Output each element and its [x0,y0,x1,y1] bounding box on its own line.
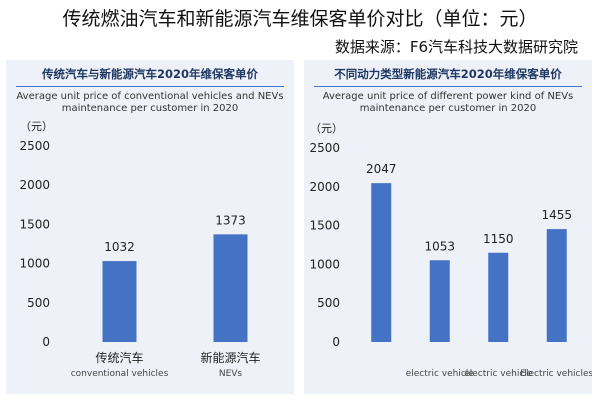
category-label-en: NEVs [219,369,243,379]
y-tick-label: 0 [332,335,340,349]
y-tick-label: 1000 [19,257,50,271]
chart-panel-left: 传统汽车与新能源汽车2020年维保客单价 Average unit price … [6,60,294,394]
y-tick-label: 1000 [309,257,340,271]
data-label: 1053 [424,239,455,253]
data-label: 1150 [483,232,514,246]
y-tick-label: 500 [317,296,340,310]
chart-title: 传统汽车与新能源汽车2020年维保客单价 [41,67,258,81]
data-source: 数据来源：F6汽车科技大数据研究院 [334,38,578,56]
data-label: 2047 [366,162,397,176]
bar [488,252,509,342]
category-label-en: electric vehicle [464,369,533,379]
bar-chart-nev-power-types: （元） 0 500 1000 1500 2000 2500 2047 1053 electric … [309,122,592,379]
bar [213,234,248,342]
chart-subtitle: Average unit price of different power ki… [322,91,574,114]
bar-chart-conventional-vs-nev: （元） 0 500 1000 1500 2000 2500 1032 传统汽车 conventio… [19,120,260,379]
category-label-en: electric vehicle [406,369,475,379]
bar [429,260,450,342]
y-tick-label: 1500 [309,219,340,233]
chart-title: 不同动力类型新能源汽车2020年维保客单价 [334,67,562,81]
data-label: 1455 [541,208,572,222]
data-label: 1373 [215,213,246,227]
y-tick-label: 2500 [309,141,340,155]
category-label: 传统汽车 [95,350,143,365]
page-title: 传统燃油汽车和新能源汽车维保客单价对比（单位：元） [62,8,538,30]
bar [546,229,567,342]
y-tick-label: 1500 [19,217,50,231]
y-axis-unit-label: （元） [310,122,343,135]
y-tick-label: 2000 [19,178,50,192]
bar [102,261,137,342]
category-label: 新能源汽车 [200,350,260,365]
y-tick-label: 2000 [309,180,340,194]
category-label-en: Electric vehicles [520,369,592,379]
bar [371,183,392,342]
y-axis-unit-label: （元） [20,120,53,133]
data-label: 1032 [104,240,135,254]
y-tick-label: 2500 [19,139,50,153]
y-tick-label: 500 [27,296,50,310]
title-underline [16,86,284,87]
y-tick-label: 0 [42,335,50,349]
chart-panel-right: 不同动力类型新能源汽车2020年维保客单价 Average unit price… [304,60,592,394]
chart-subtitle: Average unit price of conventional vehic… [16,91,284,114]
title-underline [314,86,582,87]
category-label-en: conventional vehicles [71,369,169,379]
